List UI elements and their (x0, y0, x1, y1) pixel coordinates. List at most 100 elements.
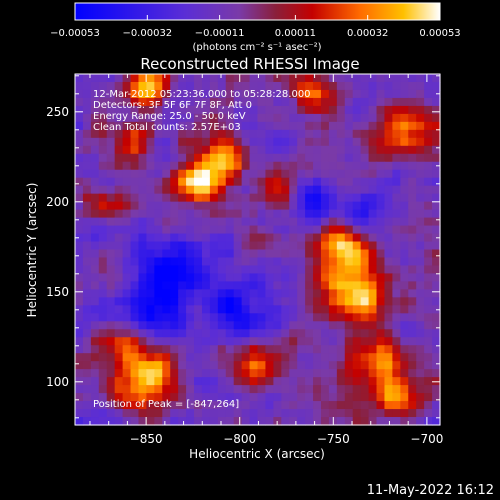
heatmap-cell (209, 193, 219, 203)
colorbar (74, 2, 441, 21)
heatmap-cell (297, 353, 306, 362)
heatmap-cell (82, 193, 92, 203)
heatmap-cell (297, 74, 306, 83)
heatmap-cell (249, 129, 259, 139)
heatmap-cell (225, 153, 235, 163)
heatmap-cell (130, 241, 140, 251)
heatmap-cell (138, 185, 148, 195)
heatmap-cell (82, 313, 92, 322)
heatmap-cell (201, 129, 211, 139)
heatmap-cell (320, 169, 330, 179)
heatmap-cell (376, 217, 386, 227)
heatmap-cell (265, 169, 274, 179)
heatmap-cell (217, 161, 227, 171)
colorbar-units: (photons cm⁻² s⁻¹ asec⁻²) (192, 42, 321, 53)
heatmap-cell (90, 185, 100, 195)
heatmap-cell (432, 129, 441, 139)
heatmap-cell (400, 257, 409, 267)
heatmap-cell (424, 393, 433, 402)
heatmap-cell (162, 377, 171, 386)
heatmap-cell (376, 369, 386, 378)
heatmap-cell (217, 273, 227, 283)
heatmap-cell (114, 193, 124, 203)
heatmap-cell (162, 393, 171, 402)
heatmap-cell (432, 353, 441, 362)
heatmap-cell (273, 313, 282, 322)
heatmap-cell (424, 177, 433, 187)
heatmap-cell (138, 113, 148, 123)
heatmap-cell (281, 353, 290, 362)
heatmap-cell (98, 393, 108, 402)
heatmap-cell (281, 329, 290, 338)
heatmap-cell (408, 297, 417, 306)
heatmap-cell (106, 169, 116, 179)
heatmap-cell (178, 201, 187, 211)
heatmap-cell (424, 169, 433, 179)
heatmap-cell (416, 185, 425, 195)
heatmap-cell (281, 265, 290, 275)
heatmap-cell (392, 145, 401, 155)
heatmap-cell (178, 305, 187, 314)
heatmap-cell (408, 129, 417, 139)
heatmap-cell (297, 209, 306, 219)
heatmap-cell (138, 345, 148, 354)
heatmap-cell (289, 169, 298, 179)
heatmap-cell (424, 249, 433, 259)
heatmap-cell (130, 121, 140, 131)
heatmap-cell (154, 105, 163, 115)
heatmap-cell (82, 289, 92, 298)
heatmap-cell (400, 409, 409, 418)
heatmap-cell (273, 225, 282, 235)
heatmap-cell (130, 273, 140, 283)
heatmap-cell (360, 225, 370, 235)
heatmap-cell (352, 281, 362, 290)
heatmap-cell (162, 89, 171, 99)
heatmap-cell (75, 161, 84, 171)
heatmap-cell (352, 201, 362, 211)
heatmap-cell (90, 273, 100, 283)
heatmap-cell (209, 377, 219, 386)
heatmap-cell (336, 401, 346, 410)
heatmap-cell (154, 401, 163, 410)
heatmap-cell (320, 369, 330, 378)
heatmap-cell (424, 121, 433, 131)
heatmap-cell (225, 385, 235, 394)
heatmap-cell (138, 225, 148, 235)
heatmap-cell (281, 345, 290, 354)
heatmap-cell (249, 217, 259, 227)
heatmap-cell (376, 297, 386, 306)
heatmap-cell (273, 81, 282, 91)
heatmap-cell (138, 241, 148, 251)
heatmap-cell (194, 177, 203, 187)
heatmap-cell (297, 273, 306, 283)
heatmap-cell (217, 81, 227, 91)
heatmap-cell (352, 297, 362, 306)
heatmap-cell (114, 169, 124, 179)
heatmap-cell (170, 409, 179, 418)
heatmap-cell (90, 161, 100, 171)
heatmap-cell (114, 97, 124, 107)
heatmap-cell (305, 249, 314, 259)
heatmap-cell (424, 137, 433, 147)
heatmap-cell (82, 129, 92, 139)
heatmap-cell (241, 377, 251, 386)
heatmap-cell (344, 329, 354, 338)
heatmap-cell (297, 137, 306, 147)
heatmap-cell (217, 321, 227, 330)
heatmap-cell (281, 257, 290, 267)
heatmap-cell (82, 401, 92, 410)
heatmap-cell (320, 249, 330, 259)
heatmap-cell (186, 281, 195, 290)
heatmap-cell (273, 74, 282, 83)
heatmap-cell (138, 81, 148, 91)
heatmap-cell (225, 289, 235, 298)
heatmap-cell (130, 185, 140, 195)
heatmap-cell (201, 337, 211, 346)
heatmap-cell (360, 273, 370, 283)
annotation-method: Clean Total counts: 2.57E+03 (93, 122, 241, 133)
heatmap-cell (313, 385, 322, 394)
heatmap-cell (408, 105, 417, 115)
heatmap-cell (360, 313, 370, 322)
heatmap-cell (186, 345, 195, 354)
heatmap-cell (289, 337, 298, 346)
